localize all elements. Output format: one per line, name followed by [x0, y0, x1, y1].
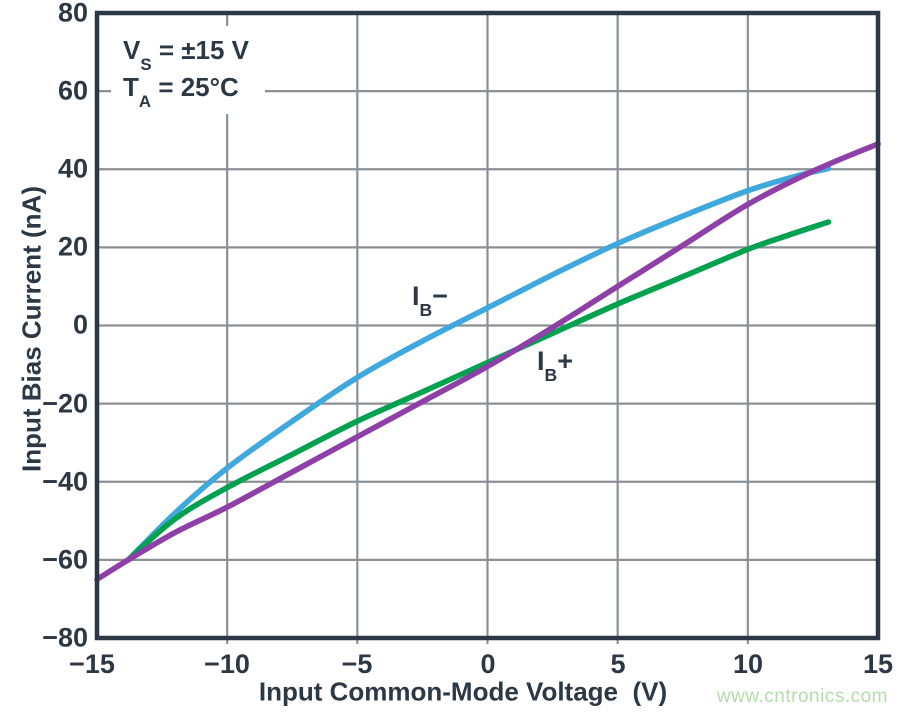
x-tick-label: −15	[69, 649, 115, 679]
y-tick-label: −20	[42, 388, 88, 419]
ib-minus-curve-label: IB−	[412, 281, 448, 321]
y-axis-title: Input Bias Current (nA)	[16, 186, 47, 472]
y-tick-label: 80	[57, 0, 88, 28]
x-tick-label: 15	[862, 649, 894, 679]
x-tick-label: −5	[341, 649, 373, 679]
ib-plus-curve-label: IB+	[537, 346, 573, 386]
y-tick-label: −60	[42, 544, 88, 575]
series-ib-minus-curve	[125, 165, 832, 563]
x-tick-label: −10	[204, 649, 250, 679]
y-tick-label: 40	[57, 153, 88, 184]
x-tick-label: 0	[480, 649, 496, 679]
watermark: www.cntronics.com	[716, 686, 888, 707]
x-axis-title: Input Common-Mode Voltage (V)	[258, 676, 668, 707]
plot-border	[94, 10, 881, 641]
x-tick-label: 10	[732, 649, 764, 679]
y-tick-label: −40	[42, 466, 88, 497]
supply-voltage-condition: VS = ±15 V	[123, 35, 250, 74]
temperature-condition: TA = 25°C	[123, 72, 239, 111]
y-tick-label: 60	[57, 75, 88, 106]
series-unlabeled-purple-curve	[94, 141, 881, 583]
x-tick-label: 5	[610, 649, 626, 679]
y-tick-label: 20	[57, 231, 88, 262]
test-conditions-annotation: VS = ±15 V TA = 25°C	[111, 26, 266, 114]
y-tick-label: −80	[42, 622, 88, 653]
series-ib-plus-curve	[125, 219, 832, 563]
y-tick-label: 0	[72, 309, 88, 340]
